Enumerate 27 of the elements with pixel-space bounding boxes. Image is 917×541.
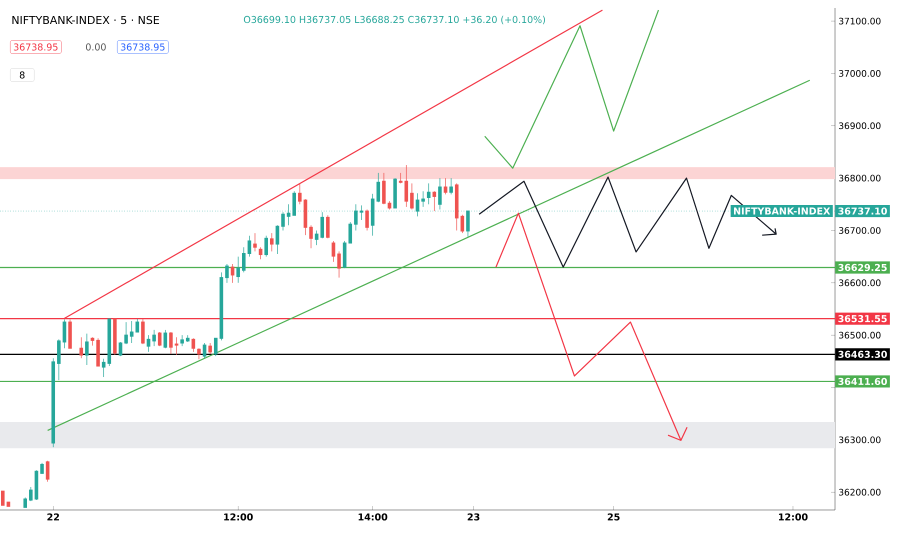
annotation: 0.00: [86, 43, 106, 51]
y-tick-label: 36600.00: [839, 279, 881, 286]
y-tick-label: 37100.00: [839, 18, 881, 24]
x-tick-label: 23: [468, 513, 480, 521]
y-tick-label: 36900.00: [839, 122, 881, 130]
y-tick-label: 36800.00: [839, 174, 881, 182]
annotation: O36699.10 H36737.05 L36688.25 C36737.10 +36.20 (+0.10%): [244, 16, 545, 24]
ref-line-label: 36737.10: [838, 207, 887, 215]
text: NIFTYBANK-INDEX · 5 · NSE: [12, 16, 160, 24]
annotation: 36738.95: [120, 43, 165, 51]
y-tick-label: 37000.00: [839, 70, 881, 77]
annotation: 36738.95: [14, 43, 58, 51]
ref-line-label: 36629.25: [838, 264, 887, 272]
ref-line-label: 36463.30: [838, 350, 887, 358]
y-tick-label: 36500.00: [839, 332, 881, 339]
ref-line-label: 36531.55: [838, 315, 887, 322]
y-tick-label: 36200.00: [839, 488, 881, 496]
x-tick-label: 25: [608, 513, 620, 521]
x-tick-label: 12:00: [224, 513, 253, 521]
x-tick-label: 22: [47, 513, 60, 520]
ref-line-label: 36411.60: [838, 378, 887, 386]
y-tick-label: 36300.00: [839, 436, 881, 444]
x-tick-label: 12:00: [778, 513, 808, 521]
y-tick-label: 36700.00: [839, 227, 881, 234]
x-tick-label: 14:00: [358, 513, 388, 521]
annotation: 8: [20, 71, 25, 79]
annotation: NIFTYBANK-INDEX: [734, 208, 830, 214]
